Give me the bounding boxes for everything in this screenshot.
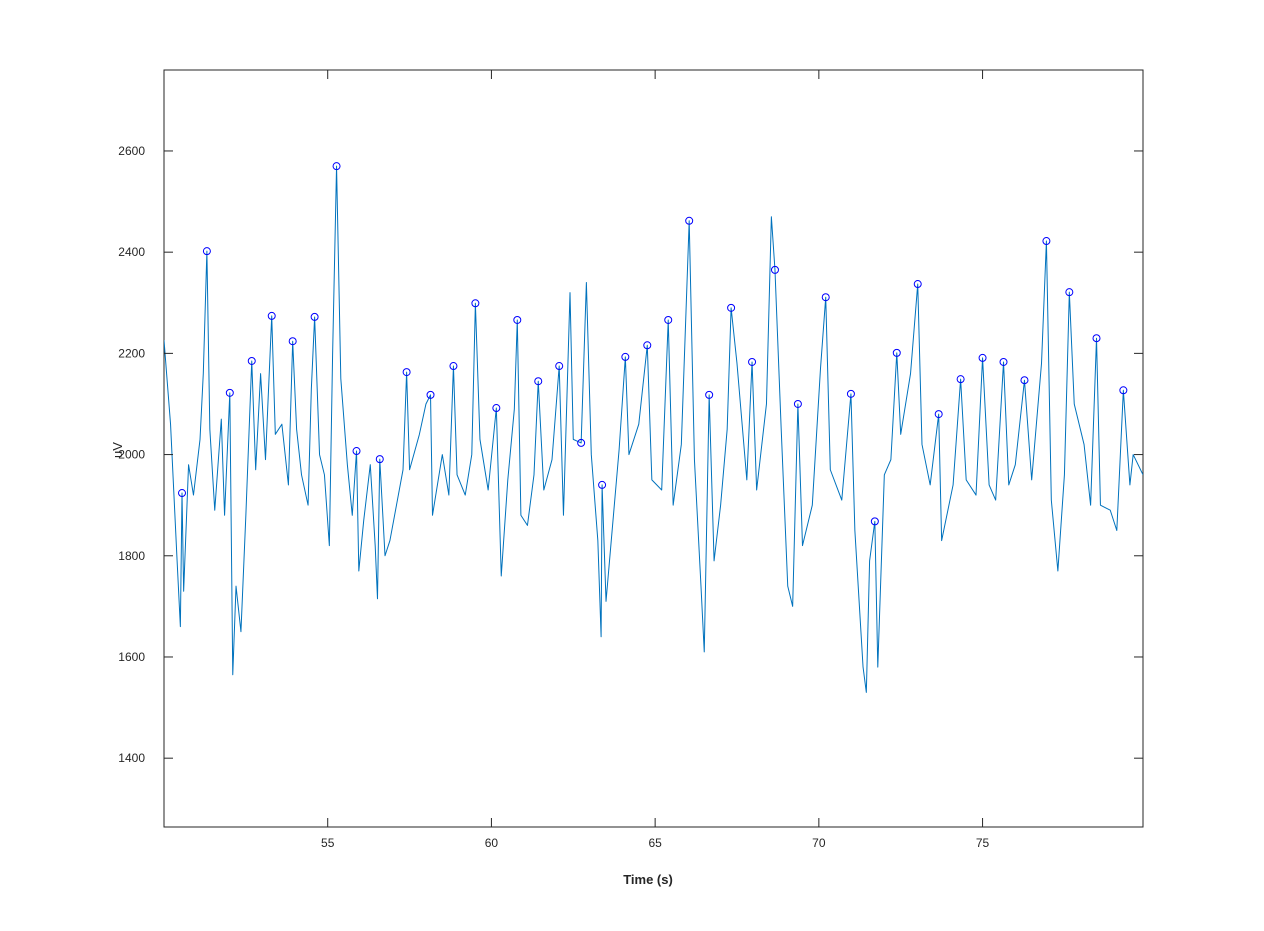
x-tick-label: 60	[485, 836, 499, 850]
peak-marker	[1042, 237, 1051, 246]
peak-marker	[492, 404, 501, 413]
peak-marker	[978, 353, 987, 362]
peak-marker	[870, 517, 879, 526]
peak-marker	[288, 337, 297, 346]
peak-marker	[846, 389, 855, 398]
peak-marker	[821, 293, 830, 302]
peak-marker	[375, 455, 384, 464]
peak-marker	[793, 399, 802, 408]
peak-marker	[577, 438, 586, 447]
y-tick-label: 2400	[118, 245, 145, 259]
peak-marker	[352, 447, 361, 456]
peak-marker	[685, 216, 694, 225]
peak-marker	[267, 311, 276, 320]
peak-marker	[247, 356, 256, 365]
peak-marker	[449, 362, 458, 371]
peak-marker	[225, 388, 234, 397]
y-tick-label: 1800	[118, 549, 145, 563]
x-tick-label: 65	[648, 836, 662, 850]
peak-marker	[426, 390, 435, 399]
y-tick-label: 2000	[118, 448, 145, 462]
peak-marker	[332, 162, 341, 171]
x-tick-label: 55	[321, 836, 335, 850]
peak-marker	[1119, 386, 1128, 395]
peak-marker	[748, 357, 757, 366]
peak-marker	[1065, 288, 1074, 297]
plot-layer	[164, 162, 1143, 693]
peak-marker	[892, 348, 901, 357]
peak-marker	[664, 315, 673, 324]
y-tick-label: 2200	[118, 346, 145, 360]
peak-marker	[178, 489, 187, 498]
y-tick-label: 1600	[118, 650, 145, 664]
signal-line	[164, 165, 1143, 693]
peak-marker	[913, 280, 922, 289]
peak-marker	[513, 315, 522, 324]
peak-marker	[1092, 334, 1101, 343]
peak-marker	[310, 312, 319, 321]
peak-marker	[643, 341, 652, 350]
y-tick-label: 1400	[118, 751, 145, 765]
peak-marker	[471, 299, 480, 308]
peak-marker	[956, 375, 965, 384]
plot-area	[163, 69, 1144, 828]
peak-marker	[999, 357, 1008, 366]
peak-marker	[705, 390, 714, 399]
x-axis-label: Time (s)	[623, 872, 673, 887]
x-tick-label: 75	[976, 836, 990, 850]
peak-marker	[598, 480, 607, 489]
peak-marker	[770, 265, 779, 274]
y-axis-label: uV	[110, 442, 125, 458]
y-tick-label: 2600	[118, 144, 145, 158]
peak-marker	[202, 247, 211, 256]
peak-marker	[402, 368, 411, 377]
peak-marker	[555, 362, 564, 371]
peak-marker	[934, 410, 943, 419]
peak-marker	[534, 377, 543, 386]
peak-marker	[621, 352, 630, 361]
peak-marker	[727, 303, 736, 312]
x-tick-label: 70	[812, 836, 826, 850]
peak-marker	[1020, 376, 1029, 385]
